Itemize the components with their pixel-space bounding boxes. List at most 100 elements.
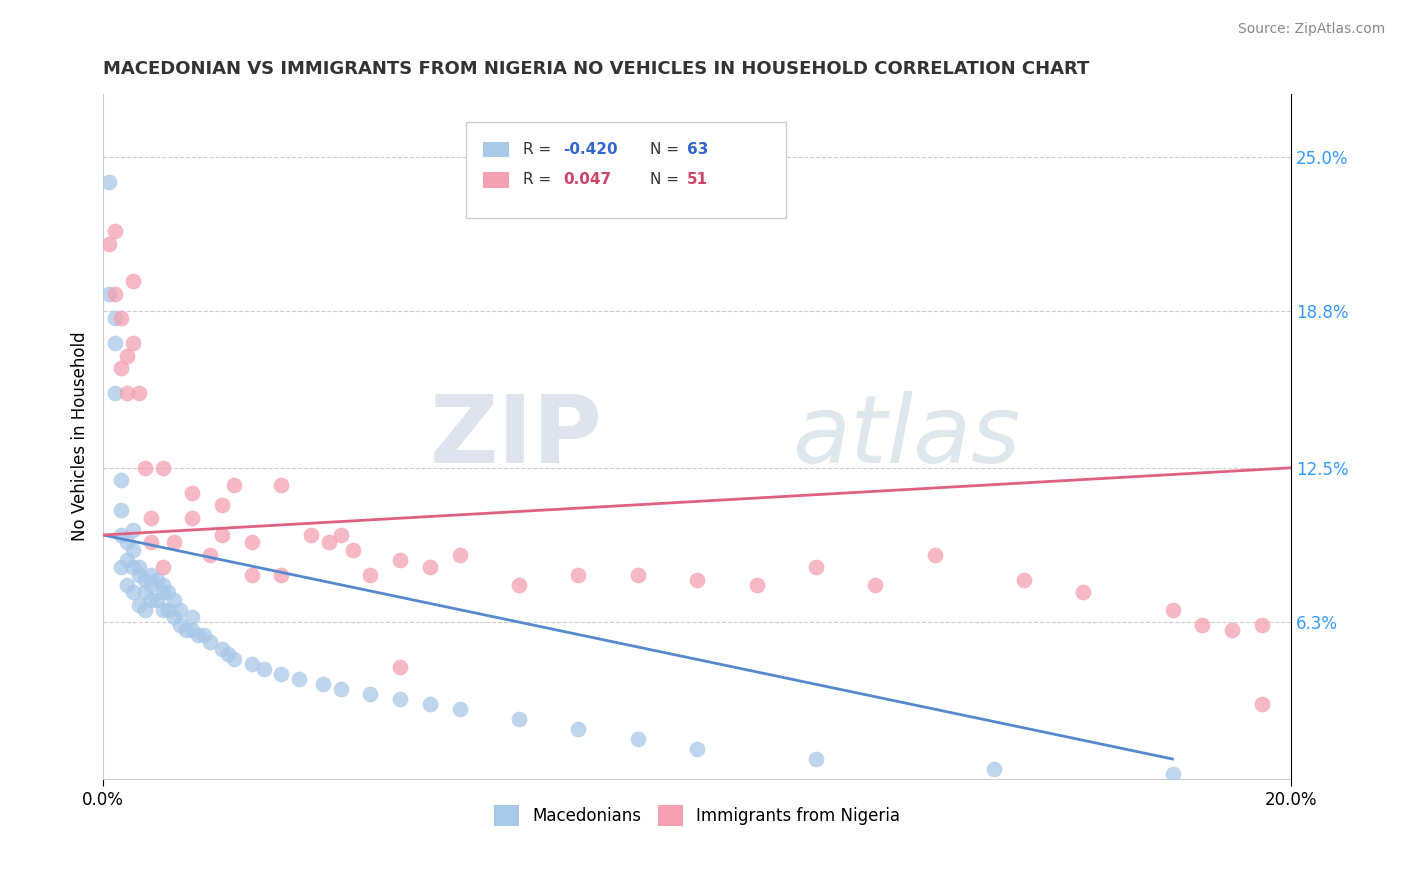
Point <box>121 274 143 288</box>
Point <box>152 460 174 475</box>
Point <box>181 623 204 637</box>
Point <box>121 560 143 574</box>
Point <box>745 578 768 592</box>
Y-axis label: No Vehicles in Household: No Vehicles in Household <box>72 332 89 541</box>
Point <box>121 543 143 558</box>
Text: R =: R = <box>523 142 555 157</box>
Point <box>115 535 138 549</box>
Point <box>134 460 156 475</box>
Text: 63: 63 <box>686 142 707 157</box>
Point <box>211 642 233 657</box>
Point <box>139 510 162 524</box>
Point <box>115 578 138 592</box>
Text: -0.420: -0.420 <box>562 142 617 157</box>
Point <box>181 610 204 624</box>
Text: 0.047: 0.047 <box>562 172 612 187</box>
Point <box>121 523 143 537</box>
Point <box>139 535 162 549</box>
Point <box>128 598 150 612</box>
Point <box>270 667 292 681</box>
Point <box>329 528 352 542</box>
Point <box>211 498 233 512</box>
Point <box>134 573 156 587</box>
Point <box>169 602 191 616</box>
Point <box>211 528 233 542</box>
Point <box>419 698 441 712</box>
Point <box>169 617 191 632</box>
Point <box>389 692 412 706</box>
Bar <box>484 172 509 187</box>
Point <box>104 286 127 301</box>
Legend: Macedonians, Immigrants from Nigeria: Macedonians, Immigrants from Nigeria <box>488 798 907 832</box>
Point <box>1191 617 1213 632</box>
Point <box>567 722 589 736</box>
Point <box>924 548 946 562</box>
Point <box>359 567 381 582</box>
Point <box>1220 623 1243 637</box>
Point <box>163 592 186 607</box>
Point <box>104 386 127 401</box>
Point <box>181 485 204 500</box>
Point <box>152 560 174 574</box>
Point <box>176 623 198 637</box>
Point <box>222 478 245 492</box>
Point <box>98 175 121 189</box>
Point <box>217 648 239 662</box>
Point <box>983 762 1005 776</box>
Point <box>152 585 174 599</box>
Point <box>139 578 162 592</box>
Text: ZIP: ZIP <box>429 391 602 483</box>
Point <box>686 742 709 756</box>
Point <box>299 528 322 542</box>
Point <box>198 635 221 649</box>
Point <box>104 336 127 351</box>
Point <box>240 567 263 582</box>
Point <box>110 311 132 326</box>
Point <box>115 349 138 363</box>
Point <box>1161 767 1184 781</box>
Point <box>193 627 215 641</box>
Point <box>134 602 156 616</box>
Point <box>128 567 150 582</box>
Point <box>318 535 340 549</box>
Point <box>270 567 292 582</box>
Point <box>145 592 167 607</box>
Point <box>187 627 209 641</box>
Point <box>152 578 174 592</box>
Point <box>288 673 311 687</box>
Text: R =: R = <box>523 172 555 187</box>
Point <box>329 682 352 697</box>
Text: atlas: atlas <box>793 392 1021 483</box>
Point <box>865 578 887 592</box>
FancyBboxPatch shape <box>465 122 786 218</box>
Text: N =: N = <box>650 142 683 157</box>
Point <box>139 592 162 607</box>
Point <box>804 560 827 574</box>
Point <box>145 573 167 587</box>
Point <box>115 386 138 401</box>
Point <box>163 535 186 549</box>
Point <box>222 652 245 666</box>
Point <box>1161 602 1184 616</box>
Point <box>252 662 274 676</box>
Point <box>110 473 132 487</box>
Text: Source: ZipAtlas.com: Source: ZipAtlas.com <box>1237 22 1385 37</box>
Point <box>1012 573 1035 587</box>
Point <box>567 567 589 582</box>
Point <box>98 286 121 301</box>
Point <box>449 548 471 562</box>
Point <box>389 553 412 567</box>
Point <box>152 602 174 616</box>
Point <box>1250 617 1272 632</box>
Point <box>128 560 150 574</box>
Text: 51: 51 <box>686 172 707 187</box>
Point <box>139 567 162 582</box>
Point <box>1250 698 1272 712</box>
Point <box>508 712 530 726</box>
Point <box>110 503 132 517</box>
Point <box>240 657 263 672</box>
Point <box>98 236 121 251</box>
Point <box>804 752 827 766</box>
Point <box>110 361 132 376</box>
Point <box>110 528 132 542</box>
